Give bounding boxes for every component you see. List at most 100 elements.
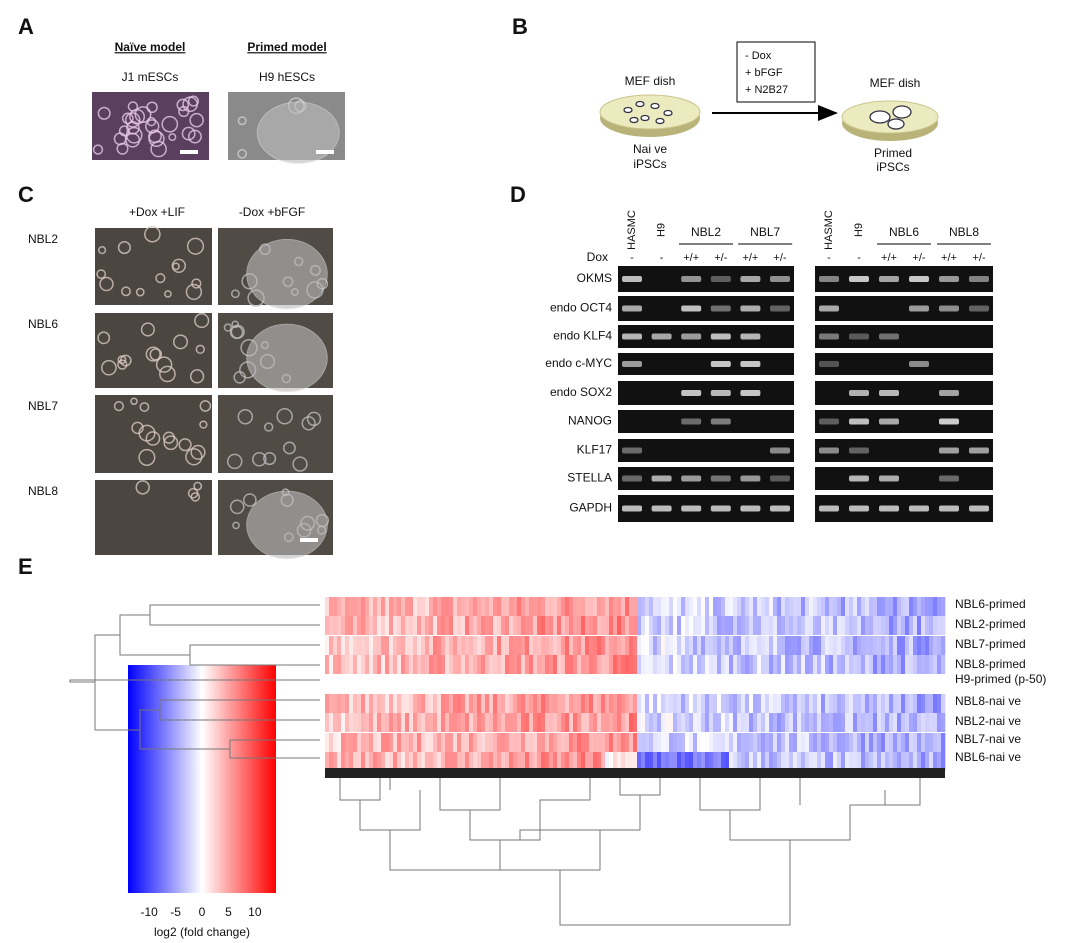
band (681, 475, 702, 482)
heat-cell (753, 694, 758, 713)
heat-cell (429, 616, 434, 635)
heat-cell (905, 713, 910, 732)
heat-cell (873, 733, 878, 752)
heat-cell (341, 616, 346, 635)
heat-cell (861, 655, 866, 674)
heat-cell (925, 636, 930, 655)
heat-cell (937, 752, 942, 771)
colony (199, 420, 208, 429)
heat-cell (417, 597, 422, 616)
heat-cell (833, 655, 838, 674)
heat-cell (477, 713, 482, 732)
heat-cell (421, 655, 426, 674)
heat-cell (861, 713, 866, 732)
scale-bar (180, 150, 198, 154)
heat-cell (829, 616, 834, 635)
heat-cell (821, 597, 826, 616)
heat-cell (357, 636, 362, 655)
heat-cell (413, 597, 418, 616)
heat-cell (845, 616, 850, 635)
heat-cell (605, 694, 610, 713)
heat-cell (353, 597, 358, 616)
heat-cell (401, 752, 406, 771)
heat-cell (445, 752, 450, 771)
heat-cell (413, 616, 418, 635)
colony (150, 140, 167, 158)
heat-cell (809, 597, 814, 616)
heat-cell (665, 597, 670, 616)
heat-cell (337, 733, 342, 752)
heat-cell (797, 752, 802, 771)
heat-cell (813, 597, 818, 616)
heat-cell (917, 733, 922, 752)
heat-cell (513, 733, 518, 752)
heat-cell (613, 694, 618, 713)
heat-cell (413, 733, 418, 752)
heat-cell (937, 713, 942, 732)
heat-cell (797, 636, 802, 655)
heat-cell (897, 713, 902, 732)
heat-cell (809, 694, 814, 713)
heat-cell (437, 616, 442, 635)
heat-cell (397, 713, 402, 732)
heat-cell (853, 597, 858, 616)
heat-cell (629, 655, 634, 674)
heat-cell (729, 616, 734, 635)
label: Primed (874, 146, 912, 160)
colony (92, 144, 104, 155)
heat-cell (913, 597, 918, 616)
band (849, 418, 869, 425)
band (710, 475, 731, 482)
heat-cell (825, 616, 830, 635)
heat-cell (465, 655, 470, 674)
colony (187, 129, 202, 144)
heat-cell (645, 752, 650, 771)
heat-cell (905, 597, 910, 616)
band (849, 390, 869, 396)
heat-cell (825, 733, 830, 752)
heat-cell (449, 597, 454, 616)
heat-cell (933, 636, 938, 655)
heat-cell (657, 655, 662, 674)
band (770, 475, 790, 482)
heat-cell (553, 636, 558, 655)
heat-cell (709, 713, 714, 732)
label: NBL6-primed (955, 597, 1026, 611)
heat-cell (645, 636, 650, 655)
colony (126, 120, 140, 135)
heat-cell (325, 597, 330, 616)
heat-cell (617, 694, 622, 713)
heat-cell (377, 597, 382, 616)
heat-cell (545, 597, 550, 616)
heat-cell (789, 636, 794, 655)
band (740, 305, 761, 312)
heat-cell (573, 733, 578, 752)
heat-cell (765, 733, 770, 752)
heat-cell (925, 733, 930, 752)
band (770, 276, 790, 282)
heat-cell (761, 752, 766, 771)
heat-cell (429, 694, 434, 713)
heat-cell (537, 752, 542, 771)
heat-cell (441, 655, 446, 674)
heat-cell (437, 655, 442, 674)
heat-cell (397, 752, 402, 771)
heat-cell (341, 713, 346, 732)
heat-cell (705, 713, 710, 732)
heat-cell (573, 636, 578, 655)
heat-cell (445, 694, 450, 713)
heat-cell (529, 636, 534, 655)
heat-cell (621, 597, 626, 616)
heat-cell (513, 616, 518, 635)
heat-cell (841, 616, 846, 635)
colony (138, 424, 156, 442)
heat-cell (849, 752, 854, 771)
colony (229, 499, 245, 515)
heat-cell (373, 713, 378, 732)
heat-cell (353, 616, 358, 635)
heat-cell (665, 733, 670, 752)
heat-cell (865, 636, 870, 655)
heat-cell (813, 636, 818, 655)
heat-cell (489, 694, 494, 713)
heat-cell (861, 752, 866, 771)
